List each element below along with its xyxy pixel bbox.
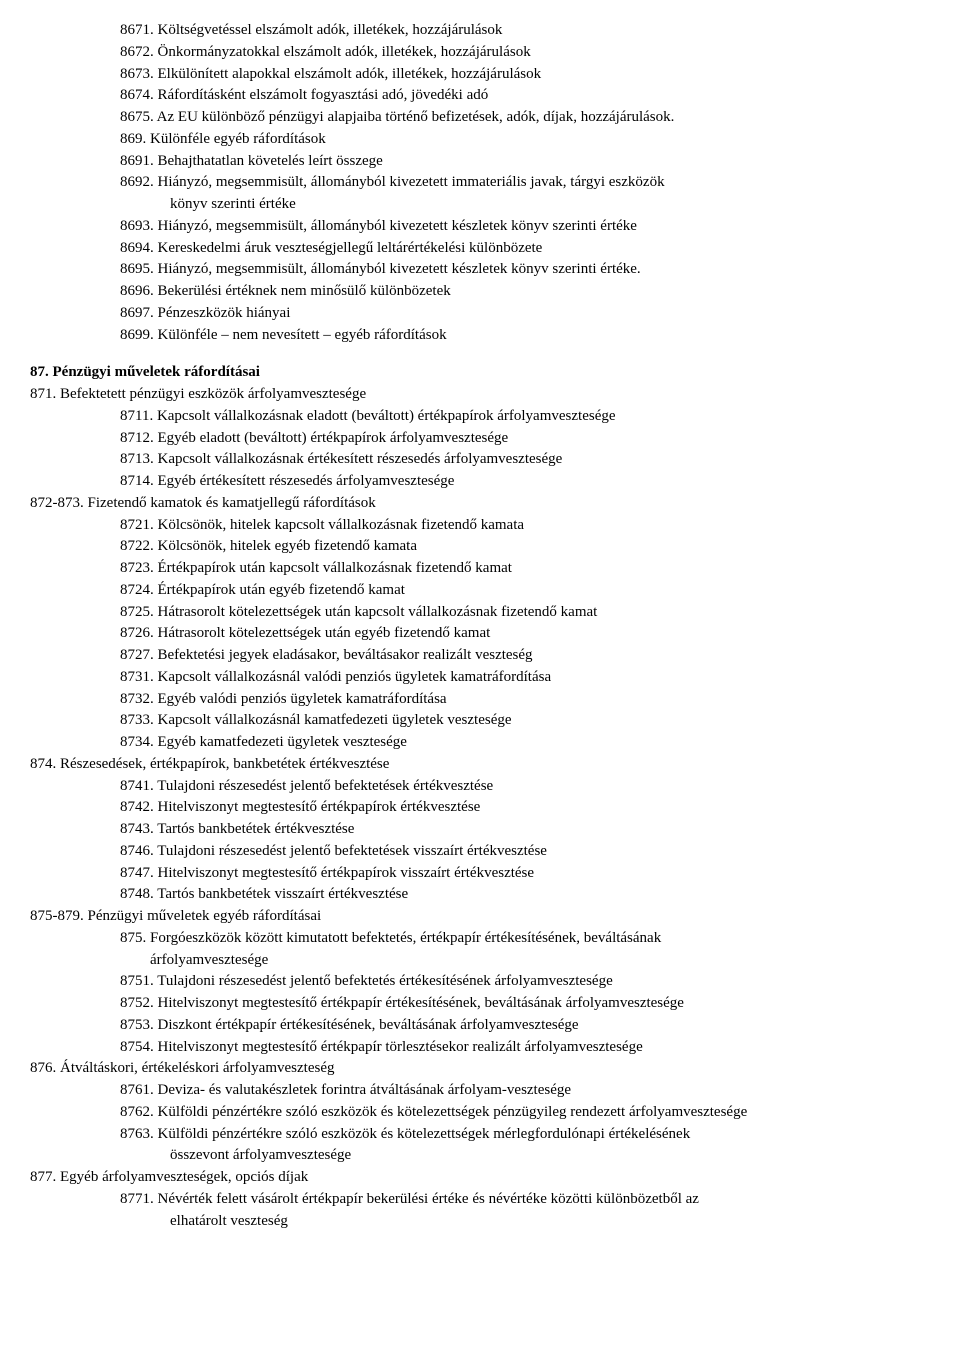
text-line: 8713. Kapcsolt vállalkozásnak értékesíte… [120,449,930,471]
text-line: 8732. Egyéb valódi penziós ügyletek kama… [120,689,930,711]
text-line: 8753. Diszkont értékpapír értékesítéséne… [120,1015,930,1037]
text-line: 8726. Hátrasorolt kötelezettségek után e… [120,623,930,645]
text-line: 8731. Kapcsolt vállalkozásnál valódi pen… [120,667,930,689]
text-line: 8693. Hiányzó, megsemmisült, állományból… [120,216,930,238]
text-line: 8672. Önkormányzatokkal elszámolt adók, … [120,42,930,64]
text-line: 8754. Hitelviszonyt megtestesítő értékpa… [120,1037,930,1059]
text-line: 875. Forgóeszközök között kimutatott bef… [120,928,930,950]
text-line: 8714. Egyéb értékesített részesedés árfo… [120,471,930,493]
blank-line [30,346,930,362]
text-line: 8746. Tulajdoni részesedést jelentő befe… [120,841,930,863]
text-line: 8762. Külföldi pénzértékre szóló eszközö… [120,1102,930,1124]
text-line: 8741. Tulajdoni részesedést jelentő befe… [120,776,930,798]
text-line: 8724. Értékpapírok után egyéb fizetendő … [120,580,930,602]
text-line: 8696. Bekerülési értéknek nem minősülő k… [120,281,930,303]
text-line: 8674. Ráfordításként elszámolt fogyasztá… [120,85,930,107]
text-line: 8742. Hitelviszonyt megtestesítő értékpa… [120,797,930,819]
text-line: 8691. Behajthatatlan követelés leírt öss… [120,151,930,173]
text-line: 8711. Kapcsolt vállalkozásnak eladott (b… [120,406,930,428]
text-line: 8751. Tulajdoni részesedést jelentő befe… [120,971,930,993]
text-line: 872-873. Fizetendő kamatok és kamatjelle… [30,493,930,515]
text-line: 8763. Külföldi pénzértékre szóló eszközö… [120,1124,930,1146]
text-line: 8673. Elkülönített alapokkal elszámolt a… [120,64,930,86]
text-line: 8733. Kapcsolt vállalkozásnál kamatfedez… [120,710,930,732]
text-line: árfolyamvesztesége [150,950,930,972]
text-line: 8721. Kölcsönök, hitelek kapcsolt vállal… [120,515,930,537]
text-line: 8697. Pénzeszközök hiányai [120,303,930,325]
text-line: 8743. Tartós bankbetétek értékvesztése [120,819,930,841]
text-line: 8747. Hitelviszonyt megtestesítő értékpa… [120,863,930,885]
text-line: 8771. Névérték felett vásárolt értékpapí… [120,1189,930,1211]
text-line: 875-879. Pénzügyi műveletek egyéb ráford… [30,906,930,928]
text-line: 8675. Az EU különböző pénzügyi alapjaiba… [120,107,930,129]
text-line: 8692. Hiányzó, megsemmisült, állományból… [120,172,930,194]
text-line: 8725. Hátrasorolt kötelezettségek után k… [120,602,930,624]
text-line: 876. Átváltáskori, értékeléskori árfolya… [30,1058,930,1080]
text-line: 8748. Tartós bankbetétek visszaírt érték… [120,884,930,906]
text-line: 8723. Értékpapírok után kapcsolt vállalk… [120,558,930,580]
text-line: 869. Különféle egyéb ráfordítások [120,129,930,151]
text-line: 8752. Hitelviszonyt megtestesítő értékpa… [120,993,930,1015]
text-line: 8699. Különféle – nem nevesített – egyéb… [120,325,930,347]
text-line: 8761. Deviza- és valutakészletek forintr… [120,1080,930,1102]
text-line: 8734. Egyéb kamatfedezeti ügyletek veszt… [120,732,930,754]
document-body: 8671. Költségvetéssel elszámolt adók, il… [30,20,930,1232]
text-line: 8695. Hiányzó, megsemmisült, állományból… [120,259,930,281]
text-line: 871. Befektetett pénzügyi eszközök árfol… [30,384,930,406]
text-line: 8712. Egyéb eladott (beváltott) értékpap… [120,428,930,450]
text-line: 874. Részesedések, értékpapírok, bankbet… [30,754,930,776]
text-line: 8727. Befektetési jegyek eladásakor, bev… [120,645,930,667]
text-line: 8722. Kölcsönök, hitelek egyéb fizetendő… [120,536,930,558]
text-line: elhatárolt veszteség [170,1211,930,1233]
text-line: összevont árfolyamvesztesége [170,1145,930,1167]
text-line: 8671. Költségvetéssel elszámolt adók, il… [120,20,930,42]
text-line: 87. Pénzügyi műveletek ráfordításai [30,362,930,384]
text-line: könyv szerinti értéke [170,194,930,216]
text-line: 8694. Kereskedelmi áruk veszteségjellegű… [120,238,930,260]
text-line: 877. Egyéb árfolyamveszteségek, opciós d… [30,1167,930,1189]
